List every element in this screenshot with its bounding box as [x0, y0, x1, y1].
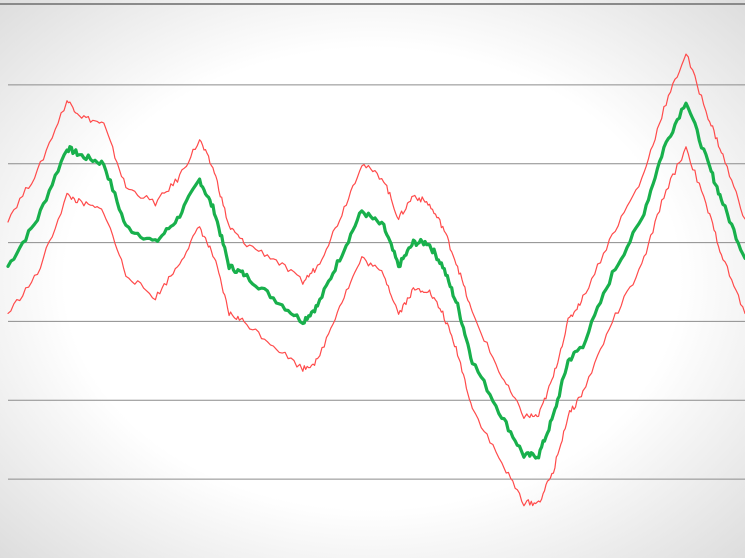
series-layer — [6, 53, 745, 507]
gridlines — [8, 84, 745, 480]
series-line-upper — [7, 53, 745, 419]
series-line-center — [6, 101, 745, 460]
series-line-lower — [7, 146, 745, 507]
